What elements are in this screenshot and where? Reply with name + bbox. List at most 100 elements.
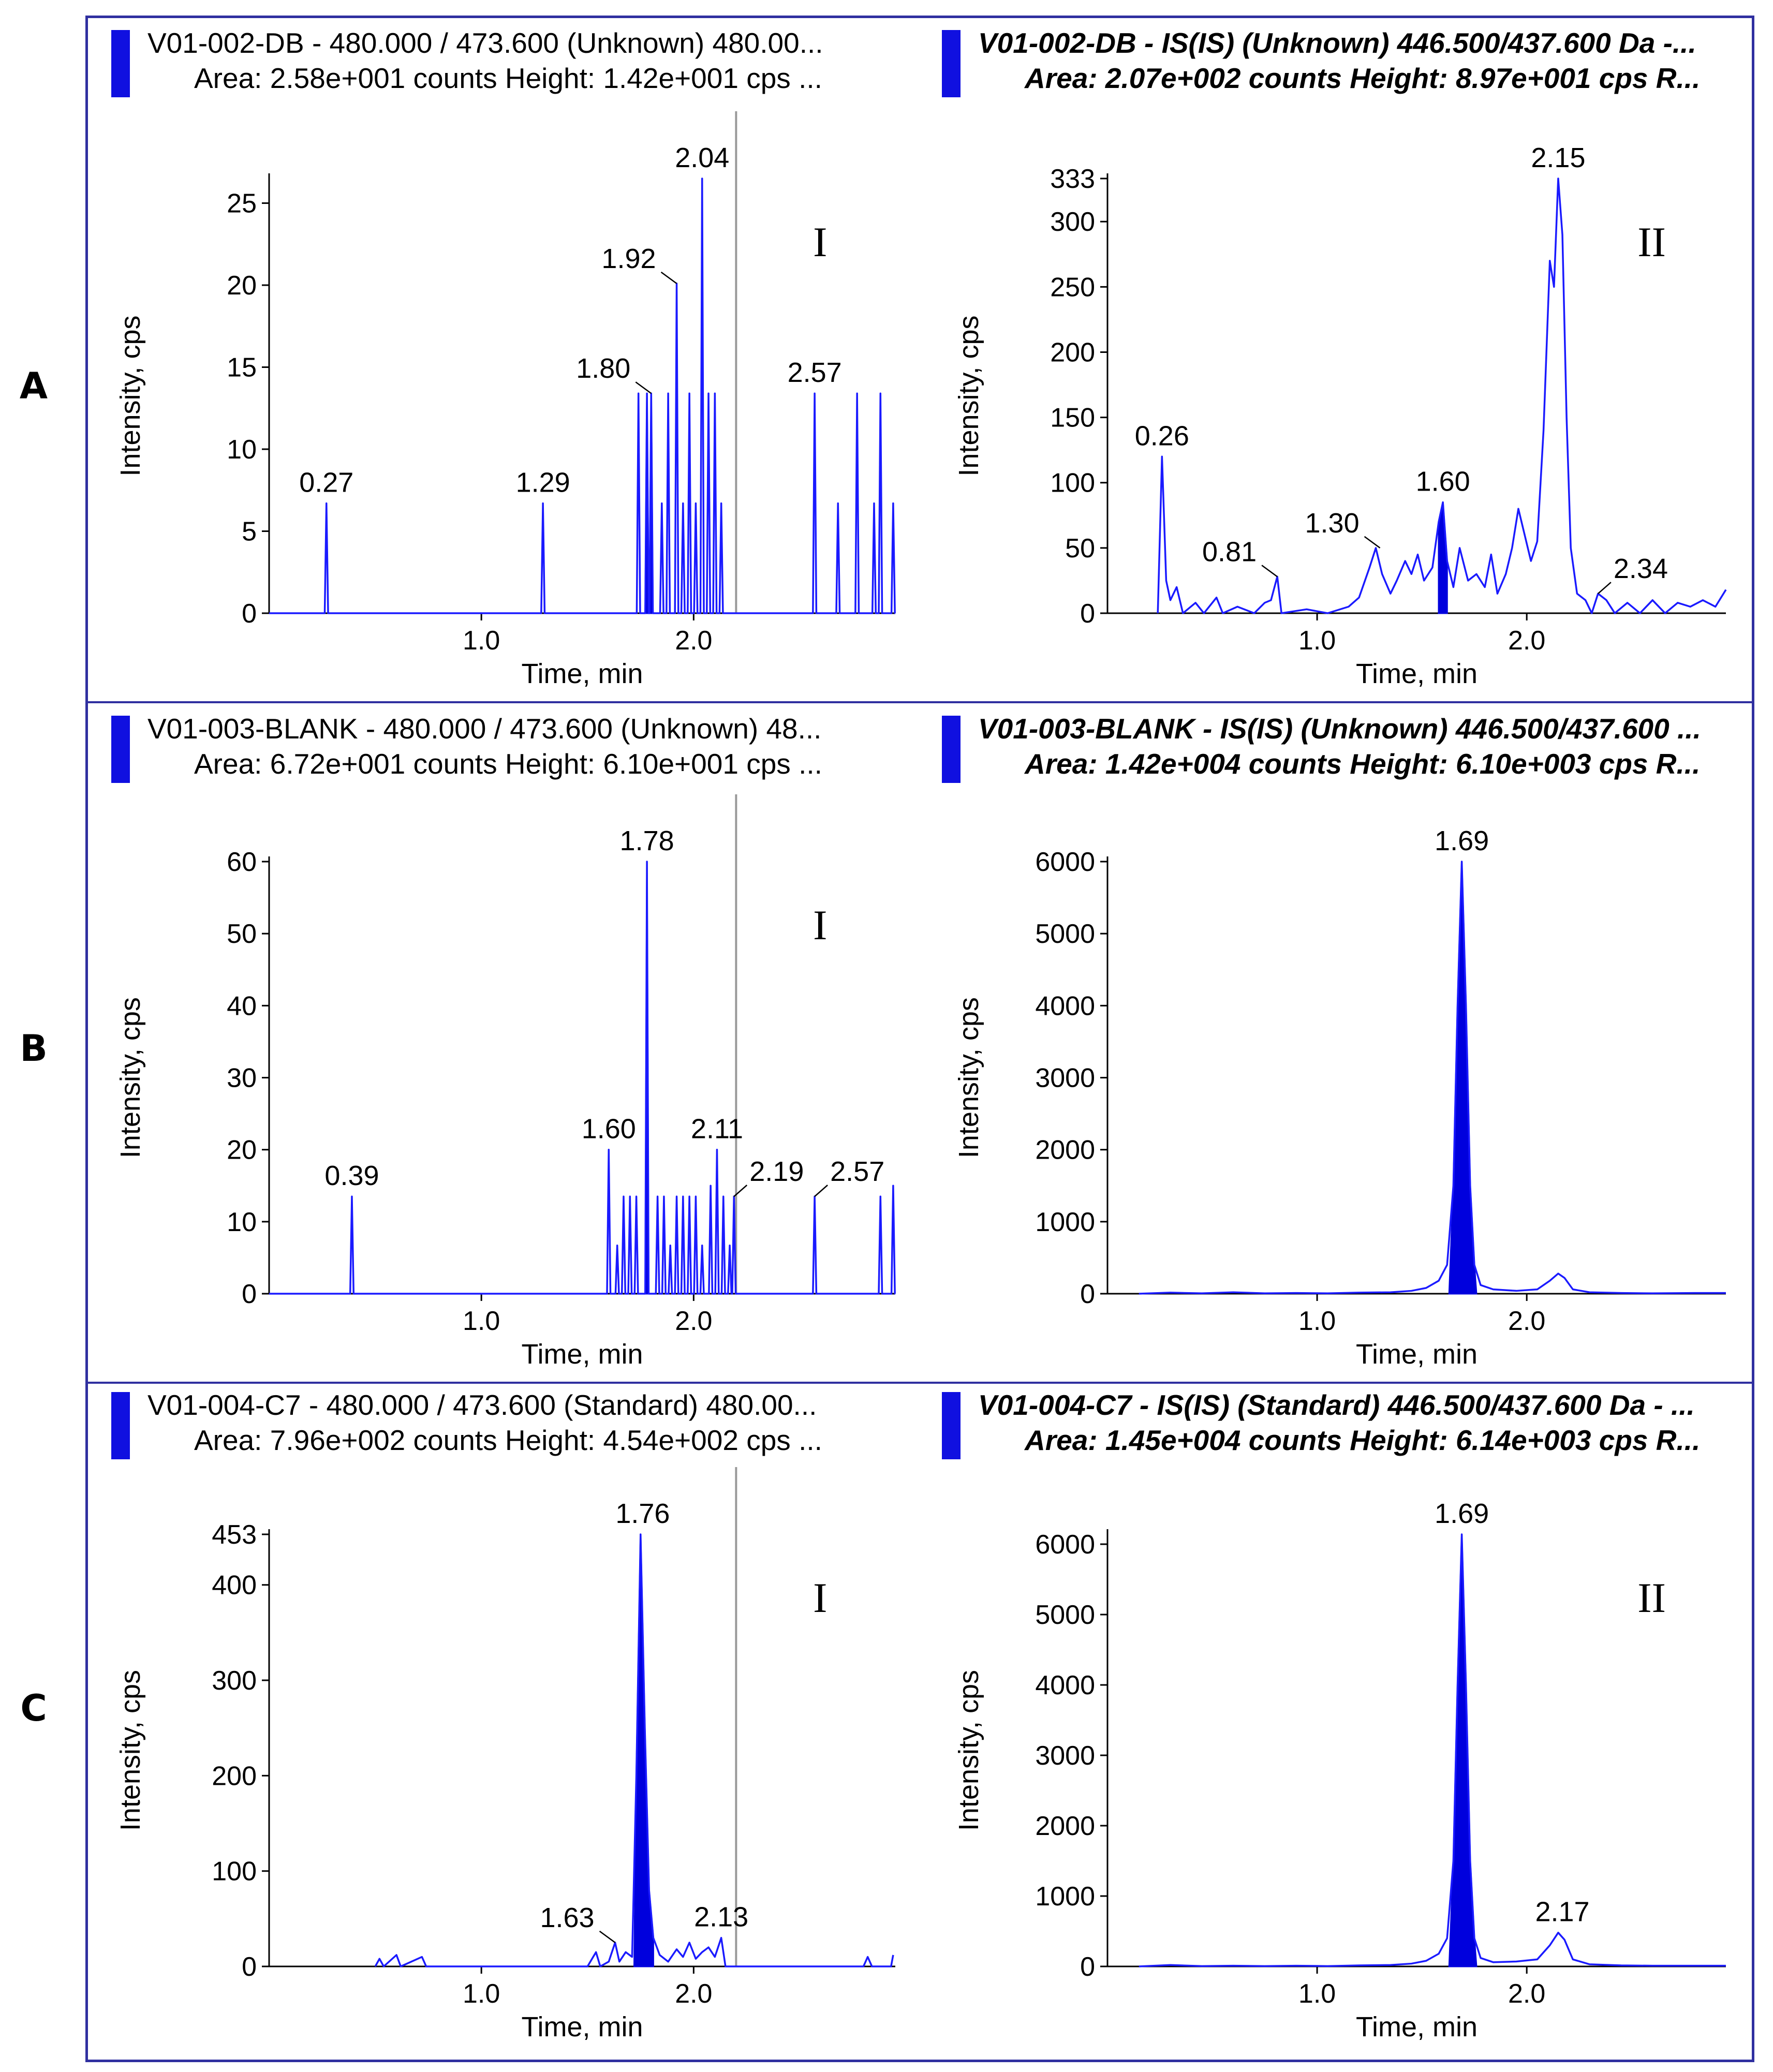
chromatogram-trace [1139,861,1726,1295]
y-tick-label: 300 [1050,207,1095,237]
peak-annotation: 2.11 [691,1114,743,1145]
row-label-b: B [20,1027,48,1070]
y-tick-label: 40 [227,991,257,1021]
x-tick-label: 1.0 [463,1979,500,2009]
peak-annotation: 2.57 [788,357,842,388]
y-tick-label: 4000 [1035,1670,1095,1700]
peak-annotation: 1.76 [615,1498,670,1529]
peak-annotation: 1.80 [576,353,630,384]
peak-annotation: 2.15 [1531,142,1585,173]
x-axis-title: Time, min [521,1339,643,1370]
x-tick-label: 2.0 [675,1979,712,2009]
x-axis-title: Time, min [521,2011,643,2043]
panel-header: V01-002-DB - IS(IS) (Unknown) 446.500/43… [942,21,1744,98]
y-tick-label: 300 [212,1666,257,1696]
y-tick-label: 453 [212,1520,257,1550]
chromatogram-trace [269,861,896,1295]
panel-header-title: V01-003-BLANK - IS(IS) (Unknown) 446.500… [978,713,1701,745]
panel-header-stats: Area: 2.07e+002 counts Height: 8.97e+001… [1025,62,1701,94]
y-tick-label: 3000 [1035,1063,1095,1093]
y-tick-label: 5000 [1035,1600,1095,1630]
y-tick-label: 20 [227,271,257,301]
y-tick-label: 50 [1065,534,1095,564]
annotation-leader [635,381,652,394]
panel-header: V01-004-C7 - IS(IS) (Standard) 446.500/4… [942,1383,1744,1460]
panel-header: V01-004-C7 - 480.000 / 473.600 (Standard… [111,1383,913,1460]
y-tick-label: 0 [242,1952,257,1982]
figure-frame [85,16,1754,2062]
peak-annotation: 0.39 [324,1160,379,1191]
y-tick-label: 0 [1080,599,1095,629]
y-tick-label: 6000 [1035,1530,1095,1560]
y-tick-label: 4000 [1035,991,1095,1021]
y-tick-label: 333 [1050,164,1095,194]
peak-annotation: 2.17 [1535,1897,1589,1928]
row-divider [85,701,1754,703]
chromatogram-trace [1157,177,1727,614]
x-tick-label: 1.0 [1298,626,1336,656]
panel-roman-label: I [813,901,827,949]
peak-annotation: 0.26 [1135,420,1189,451]
y-axis-title: Intensity, cps [115,315,146,476]
x-axis-title: Time, min [1356,658,1478,689]
y-tick-label: 10 [227,435,257,465]
peak-annotation: 1.30 [1305,508,1360,539]
y-tick-label: 20 [227,1135,257,1165]
panel-header-stats: Area: 7.96e+002 counts Height: 4.54e+002… [194,1424,822,1456]
peak-annotation: 1.78 [620,825,674,856]
annotation-leader [1364,536,1381,549]
peak-annotation: 1.60 [1416,466,1470,497]
y-tick-label: 10 [227,1207,257,1237]
y-tick-label: 150 [1050,403,1095,433]
panel-header-stats: Area: 6.72e+001 counts Height: 6.10e+001… [194,748,822,780]
x-tick-label: 2.0 [675,626,712,656]
panel-header-title: V01-003-BLANK - 480.000 / 473.600 (Unkno… [147,713,822,745]
panel-roman-label: II [1637,1574,1666,1621]
row-label-c: C [20,1687,47,1729]
y-tick-label: 2000 [1035,1811,1095,1841]
annotation-leader [660,271,677,284]
trace-color-swatch [942,1392,961,1459]
panel-header-stats: Area: 1.45e+004 counts Height: 6.14e+003… [1025,1424,1701,1456]
trace-color-swatch [111,30,130,97]
peak-annotation: 0.81 [1202,536,1257,567]
y-axis-title: Intensity, cps [953,315,984,476]
panel-header-title: V01-002-DB - IS(IS) (Unknown) 446.500/43… [978,27,1696,59]
panel-header: V01-002-DB - 480.000 / 473.600 (Unknown)… [111,21,913,98]
peak-annotation: 2.19 [749,1156,804,1187]
panel-header-title: V01-004-C7 - IS(IS) (Standard) 446.500/4… [978,1389,1695,1421]
y-tick-label: 6000 [1035,847,1095,877]
panel-header-stats: Area: 2.58e+001 counts Height: 1.42e+001… [194,62,822,94]
peak-annotation: 1.29 [516,467,570,498]
x-tick-label: 2.0 [1508,1306,1545,1336]
trace-color-swatch [942,716,961,783]
y-axis-title: Intensity, cps [115,1670,146,1831]
panel-header: V01-003-BLANK - 480.000 / 473.600 (Unkno… [111,706,913,784]
annotation-leader [814,1185,828,1197]
y-tick-label: 5000 [1035,919,1095,949]
annotation-leader [1598,582,1612,595]
peak-annotation: 2.34 [1614,553,1668,584]
y-tick-label: 100 [1050,468,1095,498]
peak-annotation: 2.04 [675,142,729,173]
peak-annotation: 1.60 [582,1114,636,1145]
x-axis-title: Time, min [1356,1339,1478,1370]
panel-roman-label: I [813,1574,827,1621]
y-tick-label: 0 [242,599,257,629]
chromatogram-trace [1139,1533,1726,1967]
x-tick-label: 2.0 [1508,626,1545,656]
y-axis-title: Intensity, cps [115,997,146,1158]
y-tick-label: 60 [227,847,257,877]
y-tick-label: 1000 [1035,1882,1095,1912]
panel-roman-label: I [813,218,827,265]
trace-color-swatch [111,1392,130,1459]
y-tick-label: 3000 [1035,1741,1095,1771]
y-tick-label: 50 [227,919,257,949]
trace-color-swatch [111,716,130,783]
